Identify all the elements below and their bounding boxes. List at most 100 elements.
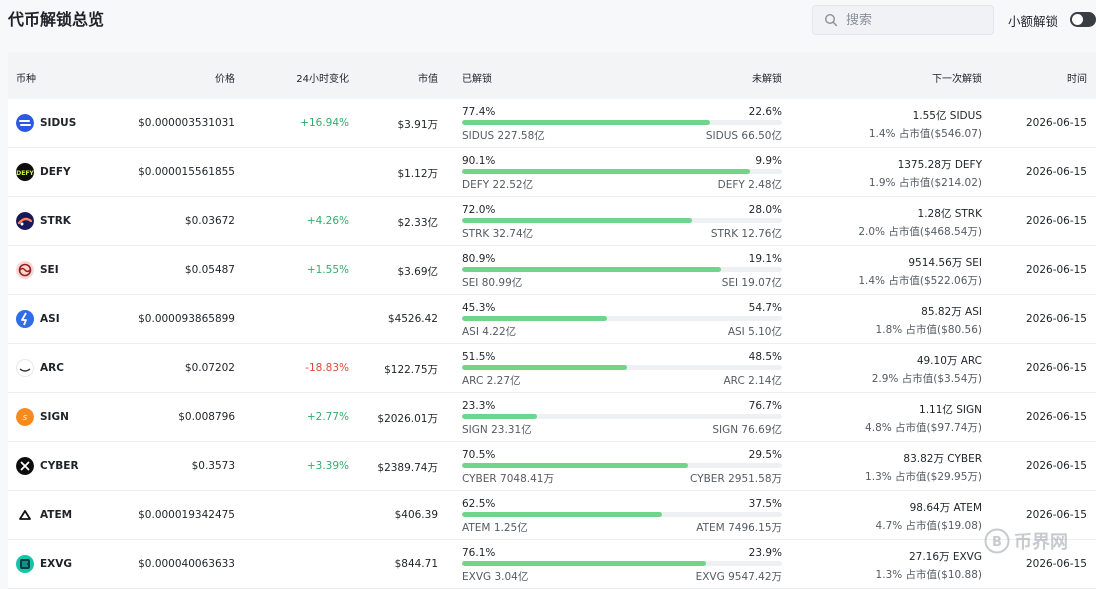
next-unlock-amount: 9514.56万 SEI [908,257,982,269]
coin-cell[interactable]: SEI [16,261,59,279]
next-unlock-share: 1.4% 占市值($546.07) [868,128,982,140]
coin-symbol[interactable]: DEFY [40,166,71,178]
next-unlock-amount: 1.11亿 SIGN [919,404,982,416]
market-cap: $4526.42 [387,313,438,325]
change-24h: +3.39% [306,460,349,472]
coin-symbol[interactable]: CYBER [40,460,79,472]
unlock-progress-fill [462,316,607,321]
search-box[interactable] [812,5,994,35]
locked-amount: SIGN 76.69亿 [712,424,782,436]
unlock-date: 2026-06-15 [1025,411,1087,423]
unlock-progress-bar [462,561,782,566]
locked-amount: STRK 12.76亿 [710,228,782,240]
unlock-progress-fill [462,561,706,566]
coin-symbol[interactable]: ATEM [40,509,73,521]
unlocked-percent: 70.5% [462,449,496,461]
table-row[interactable]: ATEM $0.000019342475 $406.39 62.5% 37.5% ATEM… [8,491,1096,540]
price: $0.03672 [184,215,235,227]
unlock-progress-bar [462,414,782,419]
header-next-unlock[interactable]: 下一次解锁 [932,74,982,85]
table-row[interactable]: CYBER $0.3573 +3.39% $2389.74万 70.5% 29.5% CYB… [8,442,1096,491]
price: $0.008796 [178,411,235,423]
table-row[interactable]: SIDUS $0.000003531031 +16.94% $3.91万 77.4% 22… [8,99,1096,148]
market-cap: $1.12万 [397,168,438,180]
strk-logo-icon [16,212,34,230]
change-24h: +2.77% [306,411,349,423]
cyber-logo-icon [16,457,34,475]
change-24h: +1.55% [306,264,349,276]
next-unlock-amount: 1375.28万 DEFY [897,159,982,171]
sei-logo-icon [16,261,34,279]
coin-symbol[interactable]: ASI [40,313,60,325]
header-unlocked[interactable]: 已解锁 [462,74,492,85]
unlocked-amount: STRK 32.74亿 [462,228,534,240]
unlock-date: 2026-06-15 [1025,558,1087,570]
header-locked[interactable]: 未解锁 [752,74,782,85]
locked-amount: SIDUS 66.50亿 [705,130,782,142]
locked-amount: EXVG 9547.42万 [695,571,782,583]
table-row[interactable]: SEI $0.05487 +1.55% $3.69亿 80.9% 19.1% SEI 80.… [8,246,1096,295]
search-input[interactable] [846,12,986,28]
coin-cell[interactable]: ATEM [16,506,72,524]
next-unlock-amount: 27.16万 EXVG [908,551,982,563]
header-price[interactable]: 价格 [215,74,235,85]
locked-percent: 28.0% [748,204,782,216]
locked-percent: 22.6% [748,106,782,118]
coin-cell[interactable]: DEFY DEFY [16,163,71,181]
coin-symbol[interactable]: SEI [40,264,59,276]
coin-cell[interactable]: CYBER [16,457,79,475]
header-mcap[interactable]: 市值 [418,74,438,85]
locked-percent: 29.5% [748,449,782,461]
coin-cell[interactable]: ARC [16,359,64,377]
coin-symbol[interactable]: SIDUS [40,117,77,129]
coin-cell[interactable]: STRK [16,212,71,230]
search-icon [824,13,838,27]
bijie-logo-icon: B [984,528,1010,554]
sign-logo-icon: S [16,408,34,426]
coin-cell[interactable]: SIDUS [16,114,76,132]
coin-cell[interactable]: EXVG [16,555,72,573]
unlock-date: 2026-06-15 [1025,460,1087,472]
unlocked-percent: 72.0% [462,204,496,216]
unlock-progress-bar [462,169,782,174]
unlocked-percent: 62.5% [462,498,496,510]
table-row[interactable]: ARC $0.07202 -18.83% $122.75万 51.5% 48.5% ARC … [8,344,1096,393]
table-row[interactable]: ASI $0.000093865899 $4526.42 45.3% 54.7% ASI … [8,295,1096,344]
locked-amount: ASI 5.10亿 [727,326,782,338]
locked-amount: ARC 2.14亿 [723,375,782,387]
header-change[interactable]: 24小时变化 [296,74,349,85]
table-row[interactable]: DEFY DEFY $0.000015561855 $1.12万 90.1% 9.9% DE… [8,148,1096,197]
small-unlock-toggle[interactable] [1070,12,1096,27]
market-cap: $122.75万 [384,364,438,376]
market-cap: $3.91万 [397,119,438,131]
unlock-progress-bar [462,267,782,272]
asi-logo-icon [16,310,34,328]
table-row[interactable]: S SIGN $0.008796 +2.77% $2026.01万 23.3% 76.7% S… [8,393,1096,442]
header-time[interactable]: 时间 [1067,74,1087,85]
unlocked-percent: 23.3% [462,400,496,412]
header-coin[interactable]: 币种 [16,74,36,85]
coin-symbol[interactable]: STRK [40,215,71,227]
price: $0.07202 [184,362,235,374]
table-header: 币种 价格 24小时变化 市值 已解锁 未解锁 下一次解锁 时间 [8,52,1096,99]
coin-symbol[interactable]: EXVG [40,558,73,570]
coin-cell[interactable]: ASI [16,310,60,328]
unlock-date: 2026-06-15 [1025,509,1087,521]
unlock-progress-bar [462,463,782,468]
coin-symbol[interactable]: ARC [40,362,64,374]
table-row[interactable]: STRK $0.03672 +4.26% $2.33亿 72.0% 28.0% STRK 3… [8,197,1096,246]
market-cap: $2389.74万 [377,462,438,474]
unlock-progress-bar [462,316,782,321]
svg-text:S: S [23,414,28,422]
change-24h: +4.26% [306,215,349,227]
next-unlock-share: 2.0% 占市值($468.54万) [858,226,982,238]
arc-logo-icon [16,359,34,377]
unlocked-percent: 51.5% [462,351,496,363]
table-row[interactable]: EXVG $0.000040063633 $844.71 76.1% 23.9% EXVG… [8,540,1096,589]
price: $0.000015561855 [138,166,235,178]
unlock-progress-bar [462,218,782,223]
coin-cell[interactable]: S SIGN [16,408,69,426]
coin-symbol[interactable]: SIGN [40,411,69,423]
change-24h: +16.94% [300,117,349,129]
price: $0.000019342475 [138,509,235,521]
